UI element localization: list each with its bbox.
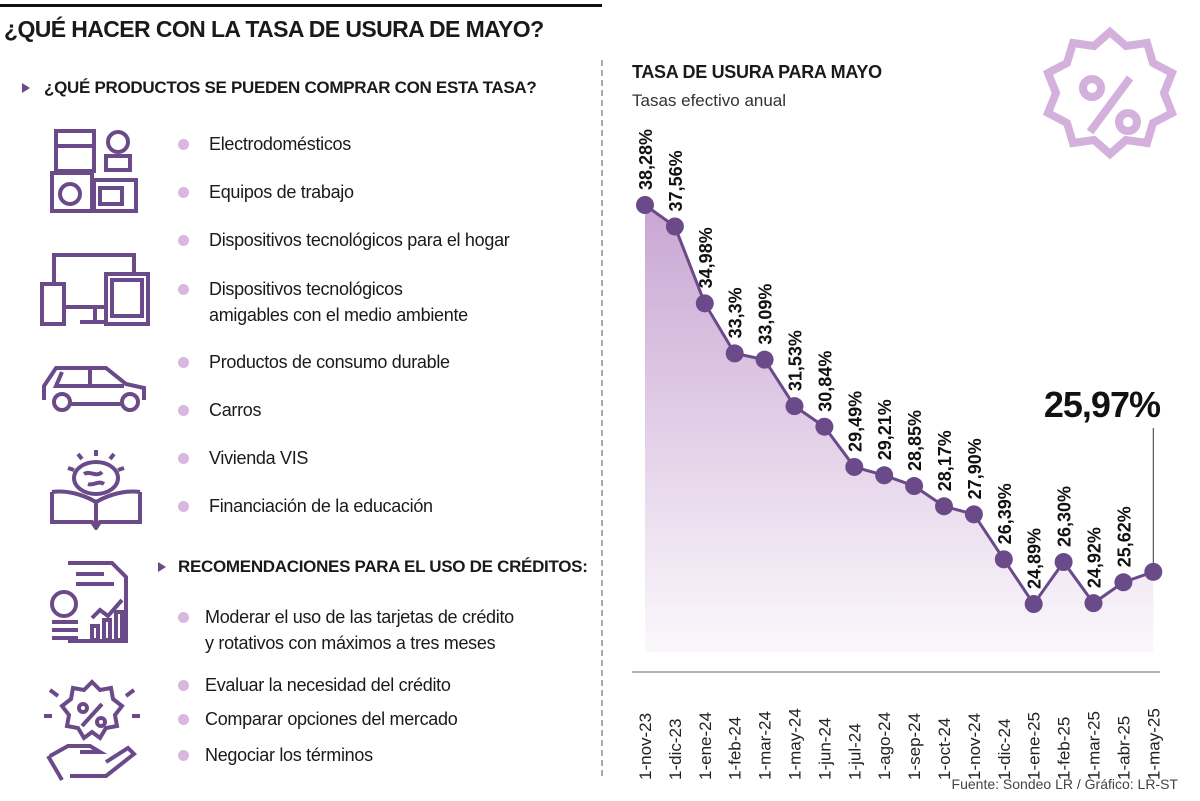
list-item-text: Electrodomésticos [209,134,351,154]
data-label: 33,09% [756,284,776,345]
bullet-icon [178,612,189,623]
data-label: 28,17% [935,430,955,491]
data-label: 29,21% [875,399,895,460]
data-point [785,397,804,416]
car-icon [42,366,146,412]
x-tick-label: 1-may-25 [1144,708,1163,780]
data-point [875,466,894,485]
data-point [845,457,864,476]
bullet-icon [178,453,189,464]
data-label: 28,85% [905,410,925,471]
x-tick-label: 1-ene-24 [696,712,715,780]
data-label: 24,89% [1025,528,1045,589]
bullet-icon [178,501,189,512]
title-rule [0,4,602,7]
data-point [935,497,953,516]
x-tick-label: 1-may-24 [786,708,805,780]
bullet-icon [178,405,189,416]
bullet-icon [178,750,189,761]
bullet-icon [178,357,189,368]
list-item-text: y rotativos con máximos a tres meses [205,633,496,653]
data-label: 37,56% [666,150,686,211]
bullet-icon [178,187,189,198]
x-tick-label: 1-mar-24 [756,711,775,780]
bullet-icon [178,714,189,725]
data-point [815,417,834,436]
list-item-text: Financiación de la educación [209,496,433,516]
section-arrow-icon [22,83,30,93]
devices-icon [40,253,150,326]
list-item-text: amigables con el medio ambiente [209,305,468,325]
data-label: 30,84% [815,351,835,412]
list-item-text: Comparar opciones del mercado [205,709,458,729]
data-label: 27,90% [965,438,985,499]
x-tick-label: 1-sep-24 [905,713,924,780]
percent-badge-icon [1042,26,1178,160]
data-label: 33,3% [726,287,746,338]
data-label: 25,62% [1114,506,1134,567]
data-point [905,477,924,496]
data-point [1114,573,1133,592]
hand-discount-icon [44,679,140,782]
recommendations-heading: RECOMENDACIONES PARA EL USO DE CRÉDITOS: [178,557,588,576]
data-label: 38,28% [636,129,656,190]
data-point [636,196,654,214]
x-tick-label: 1-ene-25 [1025,712,1044,780]
section-divider [601,60,603,776]
list-item-text: Equipos de trabajo [209,182,354,202]
list-item-text: Productos de consumo durable [209,352,450,372]
x-tick-label: 1-nov-23 [636,713,655,780]
bullet-icon [178,139,189,150]
data-point [1024,595,1043,614]
x-tick-label: 1-jun-24 [815,718,834,780]
list-item-text: Carros [209,400,262,420]
data-point [964,505,983,524]
data-point [665,217,684,236]
bullet-icon [178,235,189,246]
chart-title: TASA DE USURA PARA MAYO [632,62,882,82]
x-tick-label: 1-mar-25 [1085,711,1104,780]
x-tick-label: 1-abr-25 [1114,716,1133,780]
page-title: ¿QUÉ HACER CON LA TASA DE USURA DE MAYO? [4,16,544,42]
x-tick-label: 1-dic-23 [666,719,685,780]
data-point [695,294,714,313]
products-heading: ¿QUÉ PRODUCTOS SE PUEDEN COMPRAR CON EST… [44,78,537,97]
x-tick-label: 1-dic-24 [995,719,1014,780]
data-point [1054,553,1073,572]
data-label: 31,53% [786,330,806,391]
x-tick-label: 1-ago-24 [875,712,894,780]
data-label: 26,39% [995,483,1015,544]
data-point [755,350,774,369]
data-point [1084,594,1103,613]
education-brain-book-icon [50,450,142,530]
data-point [994,550,1013,569]
appliances-icon [50,129,138,213]
data-label: 26,30% [1055,486,1075,547]
section-arrow-icon [158,562,166,572]
x-tick-label: 1-oct-24 [935,718,954,780]
x-tick-label: 1-jul-24 [845,723,864,780]
list-item-text: Moderar el uso de las tarjetas de crédit… [205,607,514,627]
bullet-icon [178,680,189,691]
data-label: 29,49% [845,391,865,452]
bullet-icon [178,284,189,295]
chart-subtitle: Tasas efectivo anual [632,91,787,110]
x-tick-label: 1-feb-24 [726,717,745,780]
list-item-text: Negociar los términos [205,745,373,765]
data-point [725,344,744,363]
x-tick-label: 1-nov-24 [965,713,984,780]
data-label: 34,98% [696,227,716,288]
list-item-text: Dispositivos tecnológicos [209,279,403,299]
list-item-text: Evaluar la necesidad del crédito [205,675,451,695]
list-item-text: Dispositivos tecnológicos para el hogar [209,230,510,250]
highlight-value-label: 25,97% [1044,384,1161,425]
area-fill [645,205,1154,652]
x-tick-label: 1-feb-25 [1055,717,1074,780]
data-point [1144,562,1163,581]
source-note: Fuente: Sondeo LR / Gráfico: LR-ST [951,776,1178,792]
finance-document-icon [50,561,128,643]
list-item-text: Vivienda VIS [209,448,309,468]
data-label: 24,92% [1085,527,1105,588]
